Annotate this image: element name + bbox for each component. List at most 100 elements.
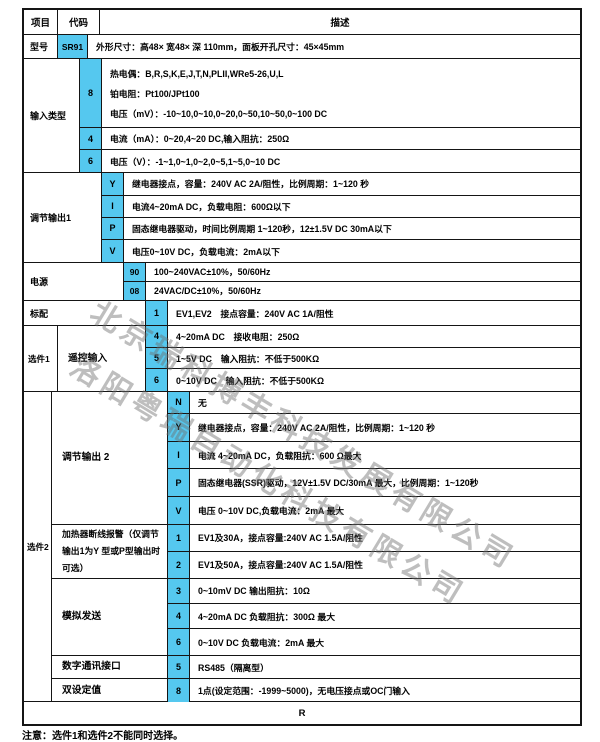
- desc-cell: 固态继电器(SSR)驱动，12V±1.5V DC/30mA 最大，比例周期：1~…: [198, 478, 479, 489]
- desc-cell: 0~10mV DC 输出阻抗：10Ω: [198, 586, 310, 597]
- code-cell: Y: [102, 173, 124, 195]
- power-row-08: 08 24VAC/DC±10%，50/60Hz: [124, 281, 580, 300]
- desc-cell: 24VAC/DC±10%，50/60Hz: [154, 286, 261, 297]
- desc-line: 电压（mV）：-10~10,0~10,0~20,0~50,10~50,0~100…: [110, 108, 328, 119]
- desc-cell: 1~5V DC 输入阻抗：不低于500KΩ: [176, 353, 320, 364]
- row-model: 型号 SR91 外形尺寸：高48× 宽48× 深 110mm，面板开孔尺寸：45…: [24, 35, 580, 59]
- option2-row-I: I 电流 4~20mA DC，负载阻抗：600 Ω最大: [168, 441, 580, 470]
- ordering-code-table: 项目 代码 描述 型号 SR91 外形尺寸：高48× 宽48× 深 110mm，…: [22, 8, 582, 726]
- desc-line: 热电偶：B,R,S,K,E,J,T,N,PLII,WRe5-26,U,L: [110, 68, 284, 79]
- desc-cell: EV1及30A，接点容量:240V AC 1.5A/阻性: [198, 533, 363, 544]
- desc-cell: 4~20mA DC 接收电阻：250Ω: [176, 331, 300, 342]
- power-label: 电源: [24, 263, 124, 300]
- header-row: 项目 代码 描述: [24, 10, 580, 35]
- desc-cell: 电压0~10V DC，负载电流：2mA以下: [132, 246, 280, 257]
- code-cell: 6: [80, 150, 102, 172]
- desc-cell: RS485（隔离型）: [198, 662, 269, 673]
- code-cell: V: [102, 240, 124, 263]
- desc-cell: 继电器接点，容量：240V AC 2A/阻性，比例周期：1~120 秒: [198, 422, 435, 433]
- desc-cell: 电流 4~20mA DC，负载阻抗：600 Ω最大: [198, 450, 362, 461]
- option2-output2-sublabel: 调节输出 2: [52, 392, 168, 524]
- code-cell: 8: [80, 59, 102, 128]
- code-cell: P: [102, 217, 124, 240]
- desc-cell: EV1,EV2 接点容量：240V AC 1A/阻性: [176, 308, 334, 319]
- code-cell: 08: [124, 281, 146, 300]
- input-row-4: 4 电流（mA）：0~20,4~20 DC,输入阻抗：250Ω: [80, 128, 580, 151]
- desc-cell: 继电器接点，容量：240V AC 2A/阻性，比例周期：1~120 秒: [132, 179, 369, 190]
- standard-label: 标配: [24, 301, 146, 325]
- option1-row-4: 4 4~20mA DC 接收电阻：250Ω: [146, 326, 580, 348]
- code-cell: 90: [124, 263, 146, 281]
- option2-group-analog-retransmission: 模拟发送 3 0~10mV DC 输出阻抗：10Ω 4 4~20mA DC 负载…: [52, 579, 580, 656]
- desc-cell: 电流4~20mA DC，负载电阻：600Ω以下: [132, 201, 291, 212]
- code-cell: 1: [168, 525, 190, 551]
- section-power: 电源 90 100~240VAC±10%，50/60Hz 08 24VAC/DC…: [24, 263, 580, 301]
- code-cell: 5: [146, 347, 168, 369]
- option2-group-digital-comm: 数字通讯接口 5 RS485（隔离型）: [52, 656, 580, 679]
- option1-row-5: 5 1~5V DC 输入阻抗：不低于500KΩ: [146, 347, 580, 370]
- desc-cell: 1点(设定范围：-1999~5000)，无电压接点或OC门输入: [198, 686, 410, 696]
- footer-r-row: R: [298, 707, 306, 719]
- output1-row-P: P 固态继电器驱动，时间比例周期 1~120秒，12±1.5V DC 30mA以…: [102, 217, 580, 241]
- desc-cell: 0~10V DC 输入阻抗：不低于500KΩ: [176, 375, 325, 386]
- option1-row-6: 6 0~10V DC 输入阻抗：不低于500KΩ: [146, 369, 580, 391]
- option2-heater-sublabel: 加热器断线报警（仅调节输出1为Y 型或P型输出时可选）: [52, 525, 168, 578]
- code-cell: Y: [168, 413, 190, 441]
- section-standard: 标配 1 EV1,EV2 接点容量：240V AC 1A/阻性: [24, 301, 580, 326]
- option2-row-1: 1 EV1及30A，接点容量:240V AC 1.5A/阻性: [168, 525, 580, 552]
- option2-analog-sublabel: 模拟发送: [52, 579, 168, 655]
- header-code: 代码: [58, 10, 100, 34]
- option2-row-4b: 4 4~20mA DC 负载阻抗：300Ω 最大: [168, 603, 580, 630]
- code-cell: 5: [168, 656, 190, 678]
- option2-row-3: 3 0~10mV DC 输出阻抗：10Ω: [168, 579, 580, 604]
- section-option2: 选件2 调节输出 2 N 无 Y 继电器接点，容量：240V AC 2A/阻性，…: [24, 392, 580, 702]
- code-cell: 4: [80, 128, 102, 150]
- power-row-90: 90 100~240VAC±10%，50/60Hz: [124, 263, 580, 282]
- code-cell: 6: [146, 369, 168, 391]
- option2-group-heater-alarm: 加热器断线报警（仅调节输出1为Y 型或P型输出时可选） 1 EV1及30A，接点…: [52, 525, 580, 579]
- code-cell: N: [168, 392, 190, 413]
- desc-cell: 固态继电器驱动，时间比例周期 1~120秒，12±1.5V DC 30mA以下: [132, 223, 392, 234]
- input-row-8: 8 热电偶：B,R,S,K,E,J,T,N,PLII,WRe5-26,U,L 铂…: [80, 59, 580, 129]
- code-cell: 1: [146, 301, 168, 325]
- model-label: 型号: [24, 35, 58, 58]
- desc-cell: 电压 0~10V DC,负载电流：2mA 最大: [198, 506, 345, 517]
- code-cell: P: [168, 469, 190, 497]
- input-8-desc: 热电偶：B,R,S,K,E,J,T,N,PLII,WRe5-26,U,L 铂电阻…: [102, 59, 580, 127]
- option2-dualset-sublabel: 双设定值: [52, 679, 168, 702]
- desc-cell: 电流（mA）：0~20,4~20 DC,输入阻抗：250Ω: [110, 134, 290, 145]
- model-desc: 外形尺寸：高48× 宽48× 深 110mm，面板开孔尺寸：45×45mm: [96, 42, 345, 52]
- desc-cell: 无: [198, 397, 207, 408]
- header-desc: 描述: [330, 18, 350, 29]
- desc-cell: EV1及50A，接点容量:240V AC 1.5A/阻性: [198, 560, 363, 571]
- input-row-6: 6 电压（V）：-1~1,0~1,0~2,0~5,1~5,0~10 DC: [80, 150, 580, 172]
- option2-row-V: V 电压 0~10V DC,负载电流：2mA 最大: [168, 497, 580, 525]
- option2-group-output2: 调节输出 2 N 无 Y 继电器接点，容量：240V AC 2A/阻性，比例周期…: [52, 392, 580, 525]
- code-cell: I: [102, 195, 124, 217]
- option2-row-P: P 固态继电器(SSR)驱动，12V±1.5V DC/30mA 最大，比例周期：…: [168, 469, 580, 498]
- code-cell: V: [168, 497, 190, 525]
- section-option1: 选件1 遥控输入 4 4~20mA DC 接收电阻：250Ω 5 1~5V DC…: [24, 326, 580, 392]
- section-input-type: 输入类型 8 热电偶：B,R,S,K,E,J,T,N,PLII,WRe5-26,…: [24, 59, 580, 173]
- option2-row-N: N 无: [168, 392, 580, 414]
- code-cell: 8: [168, 679, 190, 702]
- option1-label: 选件1: [24, 326, 58, 391]
- option2-row-8: 8 1点(设定范围：-1999~5000)，无电压接点或OC门输入: [168, 679, 580, 702]
- option2-group-dual-setpoint: 双设定值 8 1点(设定范围：-1999~5000)，无电压接点或OC门输入: [52, 679, 580, 702]
- desc-cell: 4~20mA DC 负载阻抗：300Ω 最大: [198, 611, 336, 622]
- header-item: 项目: [24, 10, 58, 34]
- desc-cell: 100~240VAC±10%，50/60Hz: [154, 267, 271, 278]
- output1-row-V: V 电压0~10V DC，负载电流：2mA以下: [102, 240, 580, 263]
- code-cell: 4: [146, 326, 168, 347]
- code-cell: 6: [168, 629, 190, 656]
- section-output1: 调节输出1 Y 继电器接点，容量：240V AC 2A/阻性，比例周期：1~12…: [24, 173, 580, 263]
- code-cell: 2: [168, 551, 190, 578]
- input-type-label: 输入类型: [24, 59, 80, 172]
- option2-row-Y: Y 继电器接点，容量：240V AC 2A/阻性，比例周期：1~120 秒: [168, 413, 580, 442]
- option1-sublabel: 遥控输入: [58, 326, 146, 391]
- option2-row-5: 5 RS485（隔离型）: [168, 656, 580, 678]
- code-cell: 4: [168, 603, 190, 629]
- code-cell: I: [168, 441, 190, 469]
- option2-row-2: 2 EV1及50A，接点容量:240V AC 1.5A/阻性: [168, 551, 580, 578]
- desc-line: 铂电阻：Pt100/JPt100: [110, 88, 200, 99]
